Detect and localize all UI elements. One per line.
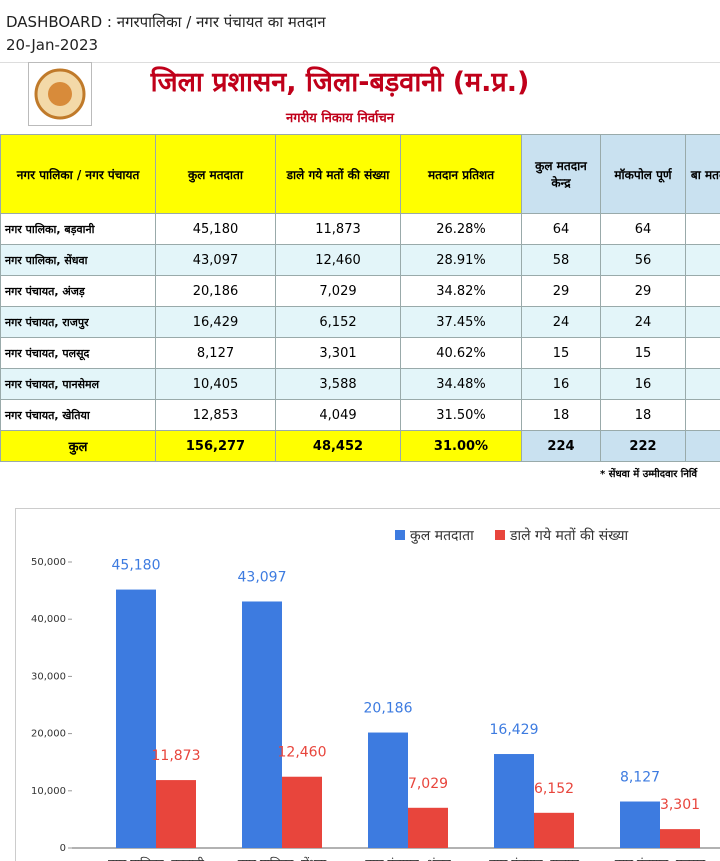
results-table: नगर पालिका / नगर पंचायत कुल मतदाता डाले गय…: [0, 134, 720, 462]
cell: [685, 275, 720, 307]
legend-swatch: [495, 530, 505, 540]
cell: नगर पंचायत, राजपुर: [0, 306, 156, 338]
value-label: 3,301: [660, 797, 700, 813]
total-cell: 224: [521, 430, 601, 462]
legend-swatch: [395, 530, 405, 540]
bar: [620, 801, 660, 848]
total-cell: 31.00%: [400, 430, 522, 462]
total-cell: 48,452: [275, 430, 401, 462]
column-header: कुल मतदाता: [155, 134, 276, 214]
cell: 12,460: [275, 244, 401, 276]
cell: 58: [521, 244, 601, 276]
legend-label: कुल मतदाता: [410, 528, 474, 544]
cell: 12,853: [155, 399, 276, 431]
total-row: कुल 156,277 48,452 31.00% 224 222: [0, 430, 720, 462]
cell: 29: [600, 275, 686, 307]
date: 20-Jan-2023: [6, 36, 99, 54]
y-tick-label: 20,000: [31, 729, 66, 740]
value-label: 43,097: [238, 569, 287, 585]
bar: [408, 807, 448, 848]
table-row: नगर पंचायत, अंजड़ 20,186 7,029 34.82% 29 29: [0, 275, 720, 307]
table-row: नगर पालिका, सेंधवा 43,097 12,460 28.91% 58 56: [0, 244, 720, 276]
cell: [685, 244, 720, 276]
total-cell: 156,277: [155, 430, 276, 462]
legend-label: डाले गये मतों की संख्या: [509, 527, 629, 544]
table-row: नगर पंचायत, पलसूद 8,127 3,301 40.62% 15 15: [0, 337, 720, 369]
column-header: बा मतदान: [685, 134, 720, 214]
value-label: 12,460: [278, 745, 327, 761]
y-tick-label: 30,000: [31, 671, 66, 682]
logo: [28, 62, 92, 126]
y-tick-label: 50,000: [31, 557, 66, 568]
value-label: 8,127: [620, 770, 660, 786]
cell: [685, 399, 720, 431]
column-header: नगर पालिका / नगर पंचायत: [0, 134, 156, 214]
cell: [685, 368, 720, 400]
cell: 34.82%: [400, 275, 522, 307]
x-tick-label: नगर पालिका, सेंधवा: [238, 857, 327, 861]
divider: [0, 62, 720, 63]
table-row: नगर पंचायत, खेतिया 12,853 4,049 31.50% 18 18: [0, 399, 720, 431]
cell: नगर पंचायत, खेतिया: [0, 399, 156, 431]
cell: 11,873: [275, 213, 401, 245]
table-row: नगर पंचायत, राजपुर 16,429 6,152 37.45% 24 24: [0, 306, 720, 338]
cell: नगर पंचायत, अंजड़: [0, 275, 156, 307]
cell: 28.91%: [400, 244, 522, 276]
value-label: 20,186: [364, 701, 413, 717]
value-label: 7,029: [408, 776, 448, 792]
total-cell: कुल: [0, 430, 156, 462]
x-tick-label: नगर पालिका, बड़वानी: [108, 857, 205, 861]
cell: 16: [521, 368, 601, 400]
cell: [685, 430, 720, 462]
cell: 45,180: [155, 213, 276, 245]
y-tick-label: 40,000: [31, 614, 66, 625]
cell: नगर पंचायत, पानसेमल: [0, 368, 156, 400]
chart-card: [15, 508, 720, 861]
y-tick-label: 10,000: [31, 786, 66, 797]
bar: [242, 601, 282, 848]
cell: 31.50%: [400, 399, 522, 431]
bar: [660, 829, 700, 848]
footnote: * सेंधवा में उम्मीदवार निर्वि: [600, 469, 698, 480]
x-tick-label: नगर पंचायत, अंजड़: [365, 857, 451, 861]
x-tick-label: नगर पंचायत, पलसूद: [615, 857, 706, 861]
value-label: 45,180: [112, 558, 161, 574]
cell: 18: [521, 399, 601, 431]
x-tick-label: नगर पंचायत, राजपुर: [489, 857, 580, 861]
dashboard-label: DASHBOARD : नगरपालिका / नगर पंचायत का मत…: [6, 13, 326, 31]
table-row: नगर पालिका, बड़वानी 45,180 11,873 26.28% 64 6…: [0, 213, 720, 245]
bar: [534, 812, 574, 848]
cell: 34.48%: [400, 368, 522, 400]
bar: [494, 754, 534, 848]
value-label: 16,429: [490, 722, 539, 738]
bar: [116, 589, 156, 848]
bar: [368, 732, 408, 848]
cell: 3,301: [275, 337, 401, 369]
bar: [156, 780, 196, 848]
bar: [282, 776, 322, 848]
header-row: नगर पालिका / नगर पंचायत कुल मतदाता डाले गय…: [0, 134, 720, 214]
cell: 10,405: [155, 368, 276, 400]
table-row: नगर पंचायत, पानसेमल 10,405 3,588 34.48% 16 16: [0, 368, 720, 400]
column-header: डाले गये मतों की संख्या: [275, 134, 401, 214]
cell: 24: [521, 306, 601, 338]
cell: [685, 306, 720, 338]
emblem: [34, 68, 86, 120]
column-header: मॉकपोल पूर्ण: [600, 134, 686, 214]
cell: नगर पालिका, बड़वानी: [0, 213, 156, 245]
cell: 56: [600, 244, 686, 276]
y-tick-label: 0: [60, 843, 66, 854]
cell: 6,152: [275, 306, 401, 338]
value-label: 6,152: [534, 781, 574, 797]
value-label: 11,873: [152, 748, 201, 764]
total-cell: 222: [600, 430, 686, 462]
subtitle: नगरीय निकाय निर्वाचन: [286, 111, 394, 126]
column-header: कुल मतदान केन्द्र: [521, 134, 601, 214]
title: जिला प्रशासन, जिला-बड़वानी (म.प्र.): [150, 67, 530, 98]
